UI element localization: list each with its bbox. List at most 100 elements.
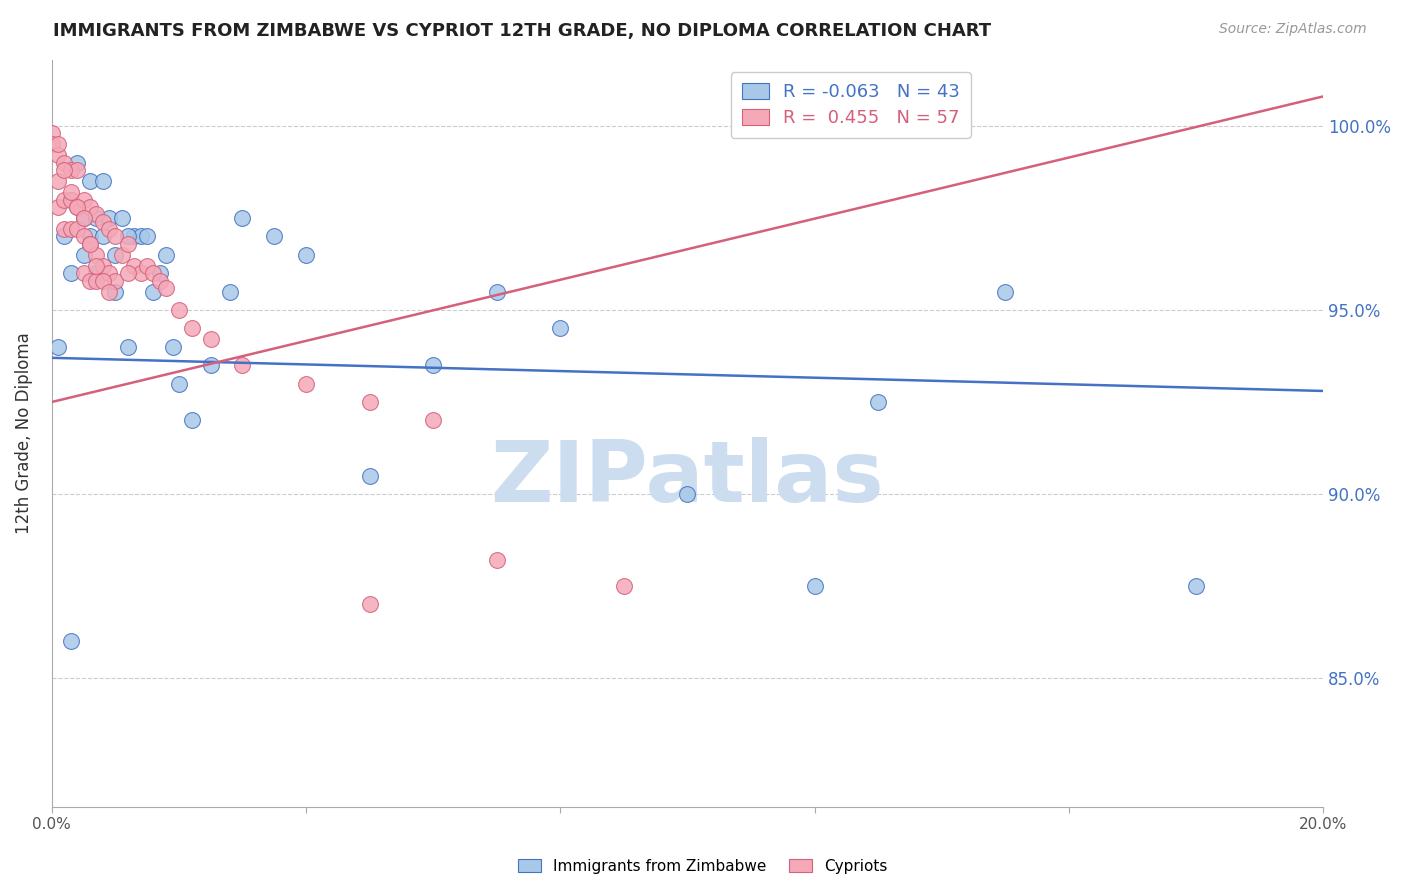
Point xyxy=(91,273,114,287)
Point xyxy=(295,376,318,391)
Point xyxy=(79,229,101,244)
Point xyxy=(79,236,101,251)
Point xyxy=(72,248,94,262)
Point xyxy=(124,259,146,273)
Point xyxy=(66,163,89,178)
Point xyxy=(117,340,139,354)
Legend: R = -0.063   N = 43, R =  0.455   N = 57: R = -0.063 N = 43, R = 0.455 N = 57 xyxy=(731,72,970,137)
Point xyxy=(111,211,134,225)
Point xyxy=(117,229,139,244)
Point xyxy=(72,229,94,244)
Point xyxy=(79,273,101,287)
Point xyxy=(180,413,202,427)
Point xyxy=(97,266,120,280)
Point xyxy=(485,553,508,567)
Point xyxy=(72,211,94,225)
Point xyxy=(359,598,381,612)
Point xyxy=(136,229,159,244)
Point xyxy=(97,211,120,225)
Point xyxy=(422,413,444,427)
Point xyxy=(149,266,172,280)
Point xyxy=(41,126,63,140)
Point xyxy=(263,229,285,244)
Point xyxy=(79,200,101,214)
Point xyxy=(124,229,146,244)
Point xyxy=(66,200,89,214)
Text: IMMIGRANTS FROM ZIMBABWE VS CYPRIOT 12TH GRADE, NO DIPLOMA CORRELATION CHART: IMMIGRANTS FROM ZIMBABWE VS CYPRIOT 12TH… xyxy=(53,22,991,40)
Point xyxy=(59,185,82,199)
Point xyxy=(180,321,202,335)
Point xyxy=(295,248,318,262)
Point xyxy=(46,340,69,354)
Point xyxy=(66,222,89,236)
Legend: Immigrants from Zimbabwe, Cypriots: Immigrants from Zimbabwe, Cypriots xyxy=(512,853,894,880)
Point xyxy=(84,211,107,225)
Text: ZIPatlas: ZIPatlas xyxy=(491,437,884,520)
Point xyxy=(97,285,120,299)
Point xyxy=(46,137,69,152)
Point xyxy=(46,148,69,162)
Point xyxy=(111,248,134,262)
Point xyxy=(66,155,89,169)
Point xyxy=(91,174,114,188)
Point xyxy=(91,214,114,228)
Point xyxy=(149,273,172,287)
Point xyxy=(613,579,636,593)
Point xyxy=(117,266,139,280)
Point xyxy=(359,468,381,483)
Point xyxy=(79,236,101,251)
Point xyxy=(200,358,222,372)
Point xyxy=(129,229,152,244)
Point xyxy=(162,340,184,354)
Point xyxy=(155,281,177,295)
Point xyxy=(142,266,165,280)
Point xyxy=(868,395,890,409)
Point xyxy=(167,376,190,391)
Point xyxy=(994,285,1017,299)
Point xyxy=(84,266,107,280)
Point xyxy=(117,236,139,251)
Point xyxy=(218,285,240,299)
Point xyxy=(66,200,89,214)
Point xyxy=(104,285,127,299)
Point xyxy=(59,222,82,236)
Point xyxy=(97,222,120,236)
Point xyxy=(53,163,76,178)
Point xyxy=(59,634,82,648)
Point xyxy=(84,248,107,262)
Point xyxy=(803,579,825,593)
Point xyxy=(72,211,94,225)
Point xyxy=(53,155,76,169)
Point xyxy=(200,333,222,347)
Point xyxy=(46,200,69,214)
Point xyxy=(485,285,508,299)
Point xyxy=(79,174,101,188)
Point xyxy=(104,248,127,262)
Point xyxy=(129,266,152,280)
Point xyxy=(676,487,699,501)
Text: Source: ZipAtlas.com: Source: ZipAtlas.com xyxy=(1219,22,1367,37)
Point xyxy=(136,259,159,273)
Point xyxy=(84,259,107,273)
Point xyxy=(53,229,76,244)
Point xyxy=(59,193,82,207)
Point xyxy=(53,222,76,236)
Point xyxy=(53,193,76,207)
Point xyxy=(91,259,114,273)
Point xyxy=(550,321,572,335)
Point xyxy=(167,302,190,317)
Point xyxy=(1185,579,1208,593)
Point xyxy=(84,273,107,287)
Y-axis label: 12th Grade, No Diploma: 12th Grade, No Diploma xyxy=(15,333,32,534)
Point xyxy=(59,266,82,280)
Point xyxy=(72,266,94,280)
Point xyxy=(359,395,381,409)
Point xyxy=(142,285,165,299)
Point xyxy=(72,193,94,207)
Point xyxy=(84,207,107,221)
Point xyxy=(46,174,69,188)
Point xyxy=(155,248,177,262)
Point xyxy=(104,273,127,287)
Point xyxy=(104,229,127,244)
Point xyxy=(231,358,253,372)
